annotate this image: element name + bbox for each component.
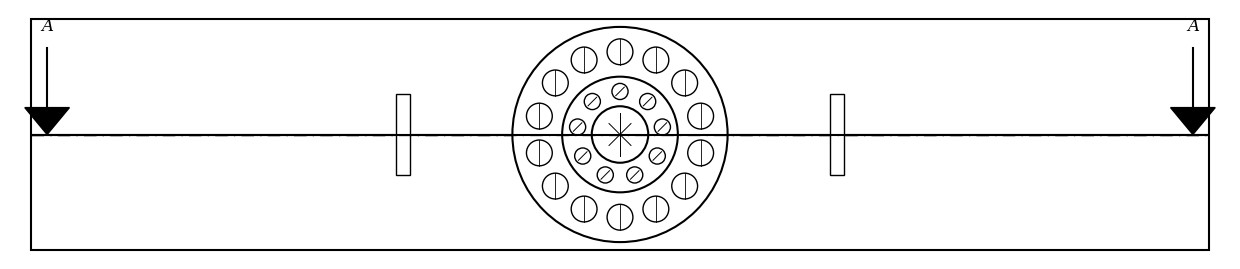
Bar bbox=[31, 19, 1209, 250]
Polygon shape bbox=[25, 108, 69, 134]
Ellipse shape bbox=[672, 173, 698, 199]
Ellipse shape bbox=[655, 119, 671, 135]
Bar bbox=[396, 94, 410, 175]
Text: A: A bbox=[1187, 18, 1199, 35]
Ellipse shape bbox=[640, 93, 656, 109]
Ellipse shape bbox=[574, 148, 590, 164]
Ellipse shape bbox=[584, 93, 600, 109]
Ellipse shape bbox=[562, 77, 678, 192]
Ellipse shape bbox=[512, 27, 728, 242]
Ellipse shape bbox=[527, 140, 552, 166]
Ellipse shape bbox=[542, 173, 568, 199]
Ellipse shape bbox=[608, 204, 632, 230]
Ellipse shape bbox=[591, 106, 649, 163]
Ellipse shape bbox=[626, 167, 642, 183]
Ellipse shape bbox=[572, 47, 596, 73]
Bar bbox=[830, 94, 844, 175]
Text: A: A bbox=[41, 18, 53, 35]
Ellipse shape bbox=[569, 119, 585, 135]
Ellipse shape bbox=[542, 70, 568, 96]
Ellipse shape bbox=[644, 47, 668, 73]
Ellipse shape bbox=[644, 196, 668, 222]
Ellipse shape bbox=[527, 103, 552, 129]
Ellipse shape bbox=[688, 140, 713, 166]
Ellipse shape bbox=[650, 148, 666, 164]
Ellipse shape bbox=[608, 39, 632, 65]
Polygon shape bbox=[1171, 108, 1215, 134]
Ellipse shape bbox=[611, 83, 629, 100]
Ellipse shape bbox=[598, 167, 614, 183]
Ellipse shape bbox=[672, 70, 698, 96]
Ellipse shape bbox=[572, 196, 596, 222]
Ellipse shape bbox=[688, 103, 713, 129]
